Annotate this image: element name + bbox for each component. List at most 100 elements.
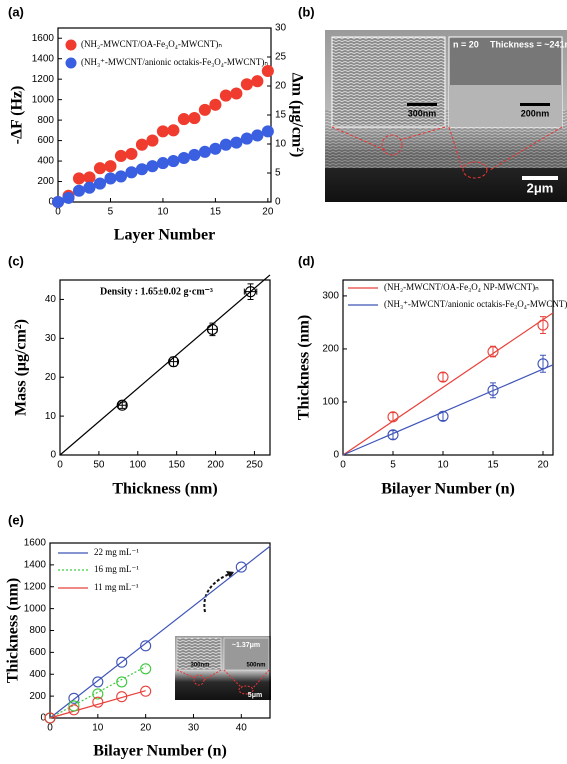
marker [177, 113, 190, 126]
y-tick-label: 30 [45, 333, 57, 344]
x-tick-label: 150 [168, 460, 185, 471]
marker [135, 163, 148, 176]
plot-frame [342, 279, 554, 456]
marker [116, 676, 128, 688]
x-tick-label: 15 [487, 460, 499, 471]
y2-tick-label: 5 [275, 168, 281, 179]
y-tick-label: 40 [45, 294, 57, 305]
y-tick-label: 1000 [24, 603, 47, 614]
y-tick-label: 600 [37, 135, 54, 146]
marker [114, 170, 128, 183]
y-tick-label: 800 [29, 625, 46, 636]
y-tick-label: 1000 [32, 94, 55, 105]
marker [156, 125, 169, 138]
panel-label: (b) [298, 4, 315, 19]
marker [93, 162, 107, 175]
marker [261, 125, 274, 138]
marker [251, 129, 264, 142]
y-tick-label: 0 [333, 450, 339, 461]
marker [116, 656, 128, 668]
error-bar [540, 316, 546, 335]
y2-axis-label: Δm (μg/cm²) [288, 73, 305, 158]
legend-label: (NH₃⁺-MWCNT/anionic octakis-Fe₃O₄-MWCNT)… [81, 57, 268, 67]
y-tick-label: 10 [45, 411, 57, 422]
marker [537, 319, 549, 331]
marker [62, 191, 75, 204]
x-tick-label: 20 [537, 460, 549, 471]
legend-label: 11 mg mL⁻¹ [94, 582, 139, 592]
marker [167, 155, 180, 168]
marker [104, 172, 117, 185]
y-tick-label: 400 [37, 156, 54, 167]
y2-tick-label: 20 [275, 81, 287, 92]
y-tick-label: 200 [322, 344, 339, 355]
legend-label: (NH₃⁺-MWCNT/anionic octakis-Fe₃O₄-MWCNT)… [384, 299, 567, 309]
marker [72, 184, 86, 197]
marker [206, 323, 218, 335]
y-tick-label: 1200 [32, 74, 55, 85]
marker [135, 138, 148, 151]
plot-frame [59, 279, 271, 456]
legend-label: (NH₂-MWCNT/OA-Fe₃O₄-MWCNT)ₙ [81, 39, 222, 49]
marker [167, 124, 180, 137]
x-tick-label: 250 [246, 460, 263, 471]
scale-label: 5μm [248, 692, 262, 699]
y-tick-label: 800 [37, 115, 54, 126]
marker [437, 371, 449, 383]
x-axis-label: Bilayer Number (n) [93, 743, 227, 760]
y-tick-label: 0 [40, 713, 46, 724]
marker [487, 346, 499, 358]
y-axis-label: Thickness (nm) [296, 315, 313, 420]
marker [140, 663, 152, 675]
marker [230, 87, 243, 100]
error-bar [540, 354, 546, 373]
x-tick-label: 5 [390, 460, 396, 471]
panel-label: (c) [8, 253, 24, 268]
y-tick-label: 400 [29, 669, 46, 680]
marker [146, 134, 159, 147]
scale-label: 500nm [246, 663, 265, 669]
marker [68, 700, 80, 712]
marker [51, 195, 65, 209]
panel-label: (a) [8, 4, 24, 19]
marker [487, 384, 499, 396]
y2-tick-label: 15 [275, 110, 287, 121]
sem-image [325, 30, 567, 202]
x-tick-label: 40 [236, 723, 248, 734]
marker [140, 685, 152, 697]
x-axis-label: Bilayer Number (n) [381, 481, 515, 498]
scale-label: 300nm [190, 663, 209, 669]
marker [240, 132, 253, 145]
marker [198, 145, 211, 158]
fit-line [342, 364, 554, 456]
x-tick-label: 30 [188, 723, 200, 734]
scale-label: 200nm [521, 108, 550, 118]
marker [188, 112, 201, 125]
fit-line [49, 545, 271, 719]
x-tick-label: 20 [262, 207, 274, 218]
marker [537, 358, 549, 370]
fit-line [59, 274, 271, 456]
x-tick-label: 20 [140, 723, 152, 734]
y-tick-label: 20 [45, 372, 57, 383]
y-tick-label: 1400 [32, 53, 55, 64]
scale-label: 300nm [408, 108, 437, 118]
marker [114, 149, 128, 162]
marker [83, 171, 96, 184]
marker [92, 676, 104, 688]
marker [261, 64, 274, 78]
y-tick-label: 1400 [24, 560, 47, 571]
marker [219, 138, 232, 151]
legend-marker [65, 57, 77, 69]
annotation: Density : 1.65±0.02 g·cm⁻³ [100, 286, 213, 297]
marker [245, 286, 257, 298]
fit-line [49, 690, 146, 719]
y2-tick-label: 10 [275, 139, 287, 150]
x-tick-label: 0 [57, 460, 63, 471]
marker [116, 691, 128, 703]
y-tick-label: 1600 [24, 538, 47, 549]
x-tick-label: 0 [55, 207, 61, 218]
scale-label: 2μm [527, 180, 554, 195]
marker [177, 151, 190, 165]
